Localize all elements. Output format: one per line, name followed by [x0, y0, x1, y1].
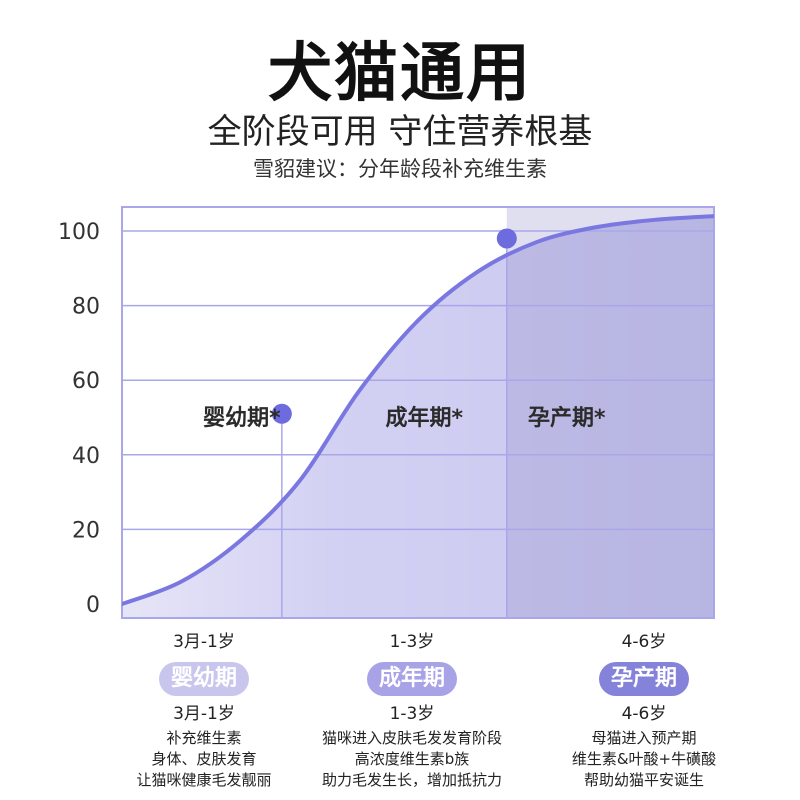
stage-range-top: 1-3岁: [389, 632, 435, 652]
stage-description: 猫咪进入皮肤毛发发育阶段 高浓度维生素b族 助力毛发生长，增加抵抗力: [292, 728, 532, 791]
stage-description: 母猫进入预产期 维生素&叶酸+牛磺酸 帮助幼猫平安诞生: [524, 728, 764, 791]
stage-pill-adult: 成年期: [366, 662, 457, 696]
stage-range-bottom: 4-6岁: [621, 704, 667, 724]
stage-desc-line: 帮助幼猫平安诞生: [583, 771, 704, 789]
y-tick-label: 60: [72, 369, 100, 394]
y-tick-label: 80: [72, 295, 100, 320]
curve-point: [496, 228, 517, 249]
y-tick-label: 100: [58, 220, 100, 245]
plot-frame: [121, 206, 715, 619]
stage-infant: 3月-1岁 婴幼期 3月-1岁 补充维生素 身体、皮肤发育 让猫咪健康毛发靓丽: [84, 630, 324, 791]
stage-desc-line: 母猫进入预产期: [591, 729, 697, 747]
stage-range-bottom: 3月-1岁: [173, 704, 235, 724]
stage-desc-line: 身体、皮肤发育: [151, 750, 257, 768]
curve-point: [271, 403, 292, 424]
curve-area: [122, 216, 714, 618]
stage-desc-line: 助力毛发生长，增加抵抗力: [321, 771, 502, 789]
curve-line: [122, 214, 714, 606]
stage-desc-line: 高浓度维生素b族: [354, 750, 470, 768]
region-label: 婴幼期*: [203, 405, 281, 431]
pregnant-stage-shade: [506, 207, 714, 618]
stage-pill-pregnant: 孕产期: [598, 662, 689, 696]
y-tick-label: 20: [72, 518, 100, 543]
stage-desc-line: 让猫咪健康毛发靓丽: [136, 771, 272, 789]
region-label: 成年期*: [386, 405, 464, 431]
stage-desc-line: 维生素&叶酸+牛磺酸: [571, 750, 717, 768]
region-label: 孕产期*: [528, 406, 606, 431]
advice-caption: 雪貂建议：分年龄段补充维生素: [253, 157, 547, 181]
stage-description: 补充维生素 身体、皮肤发育 让猫咪健康毛发靓丽: [84, 728, 324, 791]
stage-adult: 1-3岁 成年期 1-3岁 猫咪进入皮肤毛发发育阶段 高浓度维生素b族 助力毛发…: [292, 630, 532, 791]
stage-range-bottom: 1-3岁: [389, 704, 435, 724]
stage-range-top: 4-6岁: [621, 632, 667, 652]
y-tick-label: 40: [72, 444, 100, 469]
stage-pregnant: 4-6岁 孕产期 4-6岁 母猫进入预产期 维生素&叶酸+牛磺酸 帮助幼猫平安诞…: [524, 630, 764, 791]
y-tick-label: 0: [86, 593, 100, 618]
stage-pill-infant: 婴幼期: [158, 662, 249, 696]
stage-range-top: 3月-1岁: [173, 632, 235, 652]
page-title: 犬猫通用: [268, 37, 532, 111]
stage-desc-line: 猫咪进入皮肤毛发发育阶段: [321, 729, 502, 747]
stage-desc-line: 补充维生素: [166, 729, 242, 747]
page-subtitle: 全阶段可用 守住营养根基: [207, 112, 593, 152]
